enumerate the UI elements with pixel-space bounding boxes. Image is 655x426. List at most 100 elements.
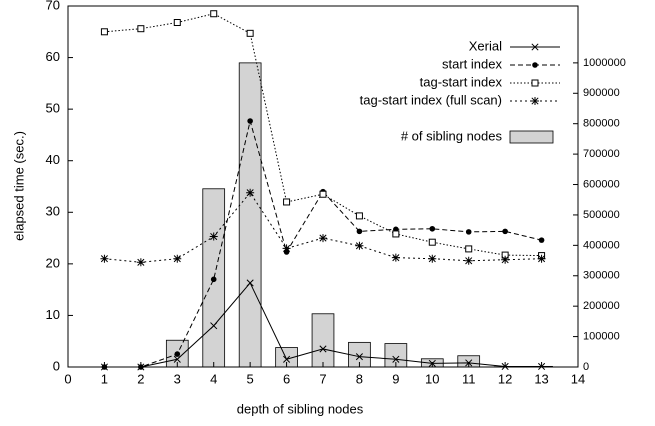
marker [356,228,363,235]
marker [532,62,538,68]
marker [531,79,539,87]
marker [538,362,546,371]
marker-dot [138,364,144,370]
marker [210,276,217,283]
marker-square [210,10,218,18]
marker [246,279,254,287]
x-tick-label: 1 [101,371,108,386]
marker-dot [101,364,108,370]
marker-cross [392,355,400,363]
marker [428,254,437,263]
y2-tick-label: 1000000 [583,57,626,69]
marker-square [428,238,436,246]
marker-cross [538,362,546,371]
marker-cross [136,258,145,267]
marker [429,225,436,232]
y2-tick-label: 0 [583,361,589,373]
x-tick-label: 7 [319,371,326,386]
marker-cross [465,359,473,367]
marker [391,253,400,262]
marker-square [137,25,145,33]
marker [173,19,181,27]
marker [283,355,291,363]
y-tick-label: 60 [46,49,60,64]
marker [319,345,327,353]
marker [428,359,436,367]
marker-cross [173,254,182,263]
x-tick-label: 14 [571,371,585,386]
marker-square [465,245,473,253]
legend-label: start index [442,56,502,71]
marker-cross [100,254,109,263]
marker [392,230,400,238]
marker [355,353,363,361]
marker [282,244,291,253]
marker-dot [429,225,436,232]
marker [319,234,327,243]
bar [311,313,335,368]
y2-tick-label: 300000 [583,270,620,282]
legend-label: # of sibling nodes [401,128,503,143]
y-axis-label: elapsed time (sec.) [11,131,26,241]
marker [355,241,364,250]
y2-tick-label: 600000 [583,178,620,190]
marker-dot [465,229,472,235]
marker [100,254,109,263]
marker-square [173,19,181,27]
y2-tick-label: 700000 [583,148,620,160]
marker-dot [247,118,253,124]
marker [246,29,254,37]
marker-cross [246,188,255,197]
marker [465,229,472,235]
y-tick-label: 0 [53,358,60,373]
marker-cross [531,97,539,105]
marker [101,364,108,370]
marker-cross [428,359,436,367]
y-tick-label: 50 [46,101,60,116]
marker-dot [174,351,181,357]
marker [210,322,218,330]
marker-dot [210,276,217,283]
marker [100,28,108,36]
marker [465,359,473,367]
marker [137,25,145,33]
y2-tick-label: 200000 [583,300,620,312]
x-tick-label: 2 [137,371,144,386]
marker-cross [319,345,327,353]
marker [173,355,181,363]
marker [246,188,255,197]
marker-cross [246,279,254,287]
x-tick-label: 12 [498,371,512,386]
marker-dot [356,228,363,235]
marker [355,212,363,220]
y-tick-label: 20 [46,255,60,270]
x-tick-label: 4 [210,371,217,386]
marker [537,254,546,263]
marker-square [283,198,291,206]
marker-cross [319,234,327,243]
x-tick-label: 11 [462,371,476,386]
legend-label: Xerial [469,38,502,53]
marker-cross [355,241,364,250]
x-tick-label: 6 [283,371,290,386]
marker-dot [532,62,538,68]
marker-cross [210,322,218,330]
x-tick-label: 8 [356,371,363,386]
y-tick-label: 10 [46,307,60,322]
y2-tick-label: 400000 [583,239,620,251]
marker [538,237,545,243]
marker [465,245,473,253]
marker-cross [173,355,181,363]
marker-cross [501,255,510,264]
x-tick-label: 5 [247,371,254,386]
marker [428,238,436,246]
bar [238,62,262,368]
marker [531,97,539,105]
y2-tick-label: 500000 [583,209,620,221]
marker-square [100,28,108,36]
y-tick-label: 70 [46,0,60,12]
x-tick-label: 13 [534,371,548,386]
marker [501,362,509,371]
